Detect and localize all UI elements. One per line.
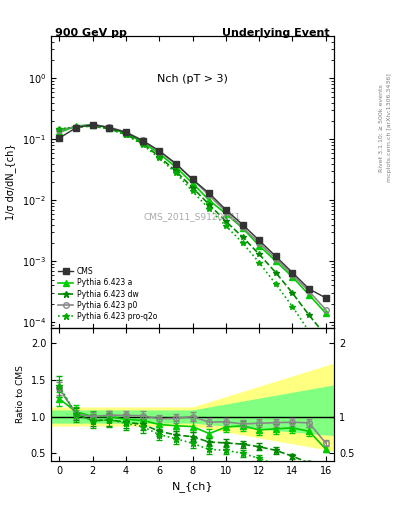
Legend: CMS, Pythia 6.423 a, Pythia 6.423 dw, Pythia 6.423 p0, Pythia 6.423 pro-q2o: CMS, Pythia 6.423 a, Pythia 6.423 dw, Py… [55,264,160,324]
Y-axis label: Ratio to CMS: Ratio to CMS [16,366,25,423]
Text: Rivet 3.1.10; ≥ 500k events: Rivet 3.1.10; ≥ 500k events [379,84,384,172]
Y-axis label: 1/σ dσ/dN_{ch}: 1/σ dσ/dN_{ch} [6,143,17,220]
Text: mcplots.cern.ch [arXiv:1306.3436]: mcplots.cern.ch [arXiv:1306.3436] [387,74,391,182]
Text: Underlying Event: Underlying Event [222,28,330,38]
Text: CMS_2011_S9120041: CMS_2011_S9120041 [144,212,241,222]
Text: Nch (pT > 3): Nch (pT > 3) [157,74,228,84]
Text: 900 GeV pp: 900 GeV pp [55,28,127,38]
X-axis label: N_{ch}: N_{ch} [172,481,213,492]
